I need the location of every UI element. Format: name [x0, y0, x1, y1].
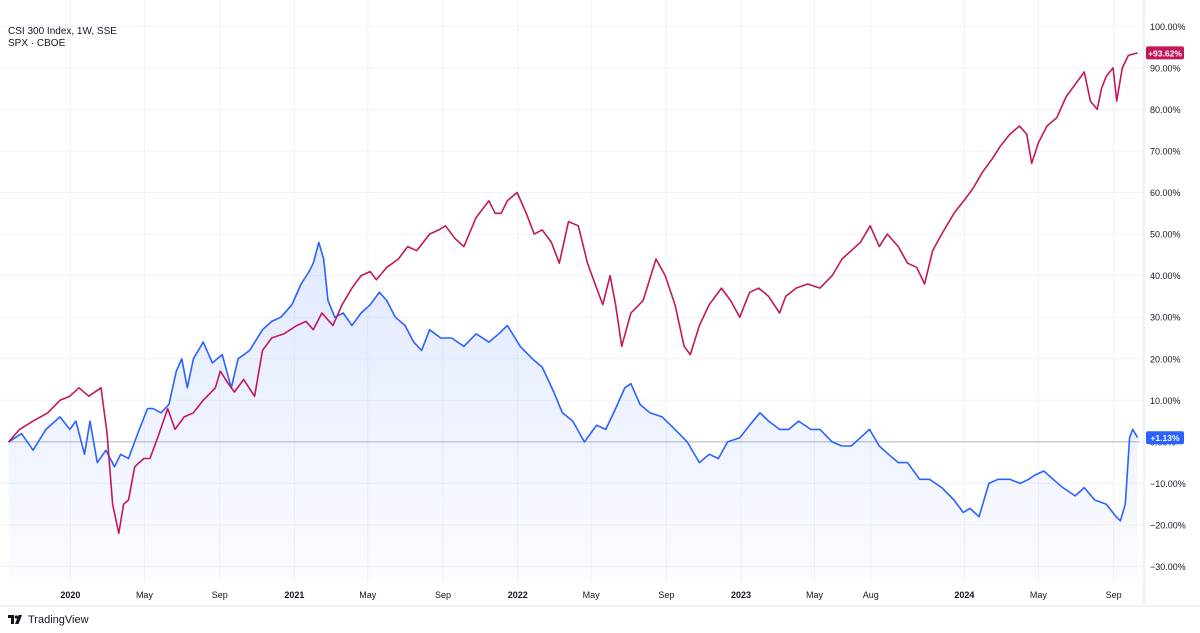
x-tick-label: May — [1030, 590, 1048, 600]
x-tick-label: Sep — [435, 590, 451, 600]
y-tick-label: −30.00% — [1150, 562, 1186, 572]
y-tick-label: −20.00% — [1150, 520, 1186, 530]
spx-badge-label: +93.62% — [1148, 48, 1182, 58]
legend-compare-series[interactable]: SPX · CBOE — [8, 38, 66, 49]
y-tick-label: 80.00% — [1150, 105, 1181, 115]
x-tick-label: 2021 — [284, 590, 304, 600]
spx-badge-bg — [1146, 46, 1184, 60]
y-tick-label: 70.00% — [1150, 146, 1181, 156]
x-tick-label: Sep — [658, 590, 674, 600]
tradingview-logo-icon — [8, 615, 24, 625]
csi300-badge-label: +1.13% — [1150, 433, 1180, 443]
x-tick-label: Sep — [212, 590, 228, 600]
y-tick-label: 50.00% — [1150, 230, 1181, 240]
y-tick-label: 10.00% — [1150, 396, 1181, 406]
x-tick-label: 2023 — [731, 590, 751, 600]
legend-main-series[interactable]: CSI 300 Index, 1W, SSE — [8, 26, 117, 37]
y-tick-label: −10.00% — [1150, 479, 1186, 489]
x-tick-label: May — [359, 590, 377, 600]
brand-name: TradingView — [28, 614, 89, 626]
tradingview-branding[interactable]: TradingView — [8, 614, 89, 626]
csi300-area-fill — [8, 242, 1138, 579]
y-tick-label: 60.00% — [1150, 188, 1181, 198]
x-tick-label: May — [806, 590, 824, 600]
y-tick-label: 40.00% — [1150, 271, 1181, 281]
x-tick-label: 2020 — [60, 590, 80, 600]
csi300-badge-bg — [1146, 431, 1184, 445]
spx-last-value-badge: +93.62% — [1146, 46, 1184, 60]
x-tick-label: May — [136, 590, 154, 600]
x-tick-label: 2024 — [954, 590, 974, 600]
y-tick-label: 90.00% — [1150, 63, 1181, 73]
x-tick-label: May — [583, 590, 601, 600]
x-tick-label: Aug — [863, 590, 879, 600]
spx-series-line — [7, 52, 1138, 535]
y-tick-label: 20.00% — [1150, 354, 1181, 364]
y-tick-label: 30.00% — [1150, 313, 1181, 323]
csi300-series-line — [8, 241, 1139, 522]
chart-legend: CSI 300 Index, 1W, SSE SPX · CBOE — [8, 26, 117, 50]
y-tick-label: 100.00% — [1150, 22, 1186, 32]
x-tick-label: 2022 — [508, 590, 528, 600]
csi300-last-value-badge: +1.13% — [1146, 431, 1184, 445]
x-tick-label: Sep — [1106, 590, 1122, 600]
